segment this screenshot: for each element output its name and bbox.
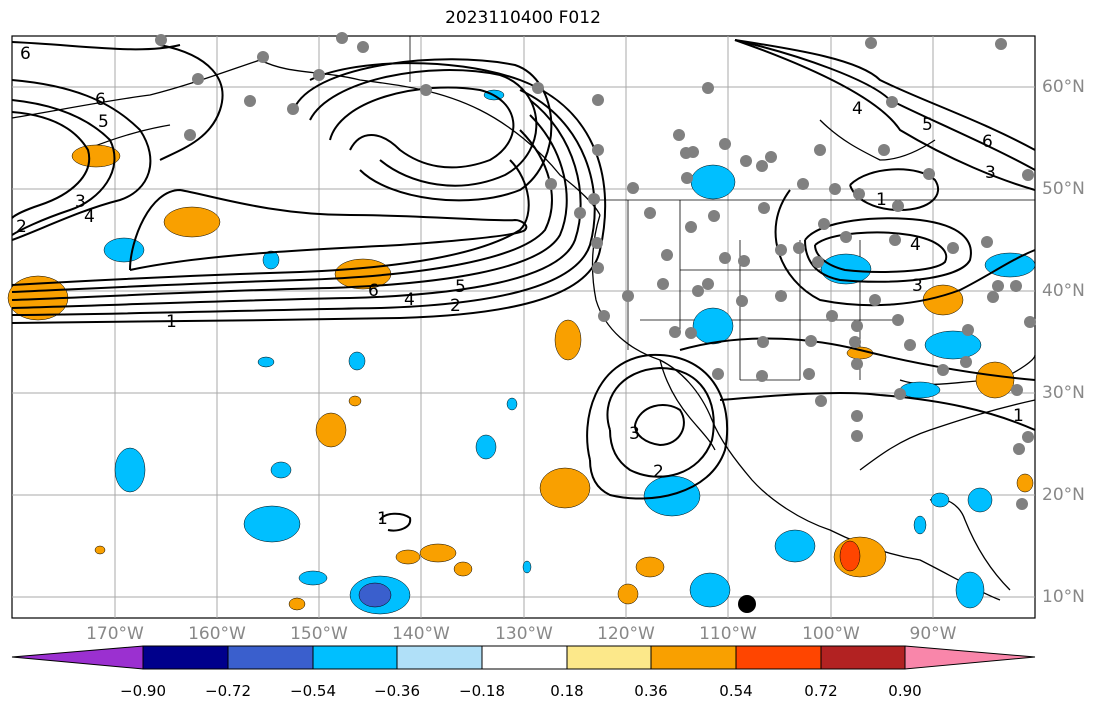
anomaly-shading	[7, 89, 1036, 615]
contour-label: 4	[852, 99, 863, 119]
map-title: 2023110400 F012	[445, 8, 601, 28]
contour-label: 2	[450, 296, 461, 316]
contour-label: 3	[75, 192, 86, 212]
contour-label: 3	[912, 276, 923, 296]
colorbar-label: −0.72	[205, 682, 251, 700]
lon-label: 90°W	[909, 624, 957, 644]
lon-label: 160°W	[188, 624, 246, 644]
contour-label: 1	[1013, 406, 1024, 426]
contour-label: 4	[404, 290, 415, 310]
lat-label: 60°N	[1042, 77, 1085, 97]
colorbar-label: 0.90	[888, 682, 922, 700]
colorbar-swatch	[820, 645, 906, 670]
lat-label: 30°N	[1042, 383, 1085, 403]
colorbar-swatch	[904, 645, 1036, 670]
colorbar-label: −0.18	[459, 682, 505, 700]
colorbar-swatch	[566, 645, 652, 670]
contour-label: 5	[455, 277, 466, 297]
contour-label: 2	[16, 217, 27, 237]
colorbar-swatch	[396, 645, 483, 670]
contour-label: 5	[922, 115, 933, 135]
contour-label: 6	[95, 90, 106, 110]
station-dots	[155, 32, 1036, 510]
lon-label: 110°W	[699, 624, 757, 644]
colorbar-label: −0.90	[120, 682, 166, 700]
colorbar-label: 0.72	[804, 682, 838, 700]
contour-label: 4	[910, 235, 921, 255]
center-marker	[738, 595, 756, 613]
contour-label: 6	[982, 132, 993, 152]
lat-label: 10°N	[1042, 587, 1085, 607]
colorbar-label: 0.54	[719, 682, 753, 700]
contour-label: 1	[377, 509, 388, 529]
lon-label: 150°W	[290, 624, 348, 644]
lon-label: 120°W	[597, 624, 655, 644]
contour-label: 1	[166, 312, 177, 332]
lat-label: 20°N	[1042, 485, 1085, 505]
contour-label: 5	[98, 112, 109, 132]
contour-label: 1	[876, 190, 887, 210]
lat-label: 40°N	[1042, 281, 1085, 301]
colorbar-swatch	[142, 645, 229, 670]
contour-label: 6	[368, 281, 379, 301]
contour-label: 6	[20, 44, 31, 64]
lon-label: 100°W	[802, 624, 860, 644]
colorbar-swatch	[650, 645, 737, 670]
contour-label: 3	[985, 163, 996, 183]
colorbar-label: 0.36	[634, 682, 668, 700]
contour-label: 3	[629, 424, 640, 444]
colorbar-swatch	[11, 645, 144, 670]
colorbar-swatch	[227, 645, 314, 670]
lat-label: 50°N	[1042, 179, 1085, 199]
lon-label: 130°W	[495, 624, 553, 644]
contour-label: 4	[84, 207, 95, 227]
lon-label: 140°W	[392, 624, 450, 644]
colorbar-label: −0.54	[290, 682, 336, 700]
lon-label: 170°W	[86, 624, 144, 644]
colorbar-label: −0.36	[374, 682, 420, 700]
colorbar-label: 0.18	[550, 682, 584, 700]
colorbar	[11, 645, 1036, 670]
colorbar-swatch	[735, 645, 822, 670]
colorbar-swatch	[312, 645, 398, 670]
colorbar-swatch	[481, 645, 568, 670]
contour-label: 2	[653, 462, 664, 482]
contour-labels: 6 6 5 3 4 2 6 5 4 2 1 4 5 6 3 1 4 3 3 2 …	[16, 44, 1024, 529]
